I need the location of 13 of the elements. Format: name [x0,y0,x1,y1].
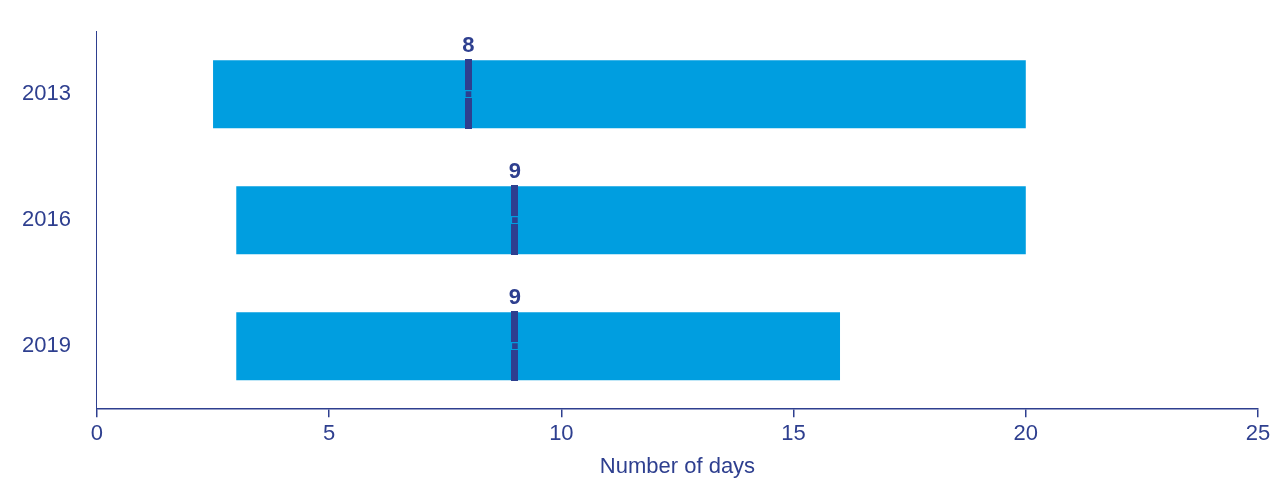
x-axis-title: Number of days [599,452,756,478]
x-tick-label: 20 [1013,420,1039,446]
data-label: 9 [508,284,522,310]
y-tick-label: 2016 [21,206,71,232]
y-tick-label: 2019 [21,332,71,358]
y-tick-label: 2013 [21,80,71,106]
x-tick-label: 25 [1245,420,1271,446]
data-label: 8 [462,32,475,58]
x-tick-label: 0 [90,420,104,446]
x-tick-label: 15 [781,420,806,446]
x-tick-label: 10 [549,420,574,446]
data-label: 9 [508,158,522,184]
x-tick-label: 5 [323,420,336,446]
